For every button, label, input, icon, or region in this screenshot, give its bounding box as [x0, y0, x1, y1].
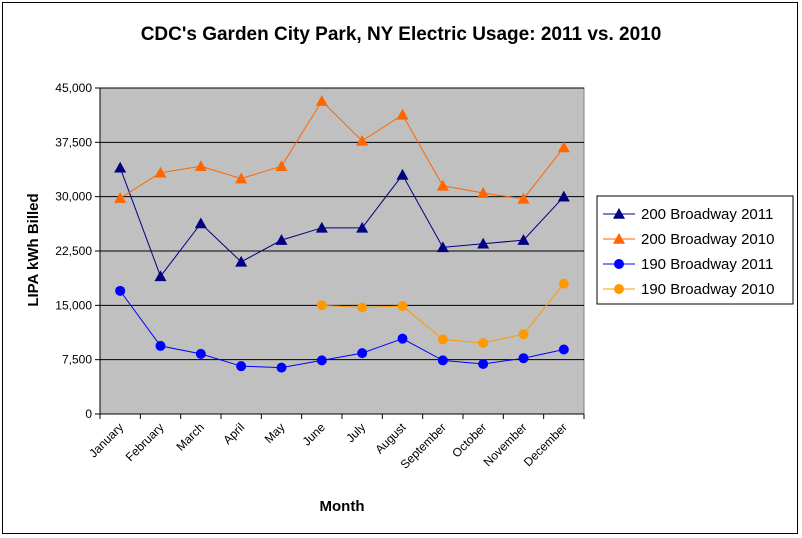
- series: [316, 278, 569, 349]
- data-point: [397, 301, 408, 312]
- x-tick-label: June: [300, 420, 329, 449]
- data-point: [315, 95, 328, 106]
- series: [115, 285, 569, 373]
- data-point: [236, 361, 247, 372]
- legend-item: 190 Broadway 2010: [603, 281, 774, 298]
- legend-label: 190 Broadway 2011: [641, 256, 773, 273]
- data-point: [518, 329, 529, 340]
- data-point: [518, 353, 529, 364]
- data-point: [478, 359, 489, 370]
- data-point: [194, 217, 207, 229]
- legend-marker: [614, 284, 624, 294]
- series: [114, 95, 570, 204]
- y-axis-ticks: 0 7,500 15,000 22,500 30,000 37,500 45,000: [55, 81, 100, 421]
- legend-item: 200 Broadway 2010: [603, 231, 774, 248]
- data-point: [397, 333, 408, 344]
- legend-label: 190 Broadway 2010: [641, 281, 774, 298]
- data-point: [436, 179, 449, 191]
- legend-label: 200 Broadway 2010: [641, 231, 774, 248]
- data-point: [558, 344, 569, 355]
- data-point: [315, 221, 328, 233]
- data-point: [275, 234, 288, 245]
- series-line: [119, 290, 564, 369]
- y-tick-label: 30,000: [55, 190, 92, 204]
- x-tick-label: May: [262, 420, 288, 446]
- data-point: [194, 160, 207, 172]
- data-point: [357, 302, 368, 313]
- series-group: [114, 95, 570, 373]
- x-tick-label: March: [173, 420, 206, 453]
- legend-label: 200 Broadway 2011: [641, 206, 773, 223]
- data-point: [557, 141, 570, 153]
- x-tick-label: October: [449, 420, 489, 460]
- legend-item: 190 Broadway 2011: [603, 256, 773, 273]
- x-tick-label: February: [123, 420, 167, 464]
- series: [114, 161, 570, 282]
- chart-title: CDC's Garden City Park, NY Electric Usag…: [141, 24, 662, 45]
- data-point: [155, 340, 166, 351]
- data-point: [477, 237, 490, 249]
- data-point: [356, 134, 369, 146]
- data-point: [114, 161, 127, 173]
- data-point: [316, 355, 327, 366]
- legend-marker: [613, 233, 625, 244]
- y-tick-label: 37,500: [55, 135, 92, 149]
- data-point: [396, 168, 409, 180]
- legend-item: 200 Broadway 2011: [603, 206, 773, 223]
- y-tick-label: 0: [85, 407, 92, 421]
- x-axis-title: Month: [320, 498, 365, 515]
- data-point: [357, 348, 368, 359]
- data-point: [396, 108, 409, 120]
- data-point: [235, 172, 248, 184]
- plot-area: [99, 87, 585, 415]
- y-tick-label: 15,000: [55, 298, 92, 312]
- legend-marker: [613, 208, 625, 219]
- data-point: [316, 300, 327, 311]
- data-point: [558, 278, 569, 289]
- y-tick-label: 7,500: [62, 353, 92, 367]
- data-point: [437, 355, 448, 366]
- data-point: [235, 255, 248, 267]
- x-tick-label: August: [372, 420, 409, 457]
- data-point: [517, 234, 530, 245]
- data-point: [437, 334, 448, 345]
- series-line: [119, 100, 565, 200]
- legend-marker: [614, 259, 624, 269]
- y-tick-label: 22,500: [55, 244, 92, 258]
- data-point: [557, 190, 570, 202]
- data-point: [114, 192, 127, 203]
- data-point: [436, 241, 449, 253]
- data-point: [115, 285, 126, 296]
- legend: 200 Broadway 2011 200 Broadway 2010 190 Br…: [596, 195, 794, 305]
- data-point: [477, 187, 490, 198]
- x-tick-label: April: [220, 420, 247, 447]
- series-line: [119, 167, 565, 278]
- x-tick-label: July: [343, 420, 368, 445]
- x-tick-label: December: [521, 420, 570, 469]
- data-point: [195, 348, 206, 359]
- y-tick-label: 45,000: [55, 81, 92, 95]
- y-axis-title: LIPA kWh Billed: [25, 193, 42, 306]
- data-point: [517, 192, 530, 204]
- data-point: [154, 166, 167, 178]
- data-point: [154, 270, 167, 282]
- data-point: [356, 221, 369, 233]
- data-point: [275, 160, 288, 172]
- data-point: [478, 338, 489, 349]
- data-point: [276, 362, 287, 373]
- x-tick-label: January: [86, 420, 126, 460]
